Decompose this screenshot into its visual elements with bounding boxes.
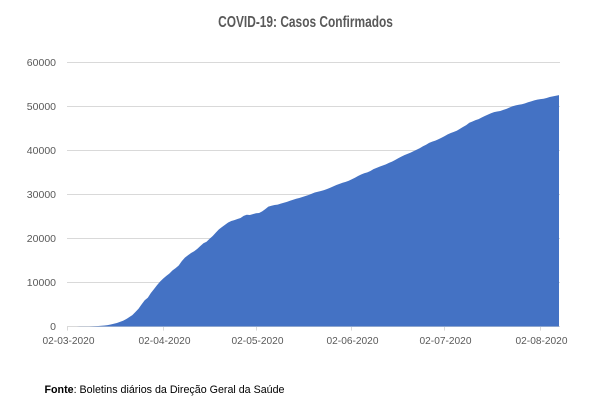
svg-text:30000: 30000: [27, 189, 56, 201]
svg-text:02-08-2020: 02-08-2020: [516, 335, 568, 347]
svg-text:60000: 60000: [27, 57, 56, 69]
svg-text:02-06-2020: 02-06-2020: [327, 335, 379, 347]
svg-text:40000: 40000: [27, 145, 56, 157]
svg-text:02-07-2020: 02-07-2020: [420, 335, 472, 347]
svg-text:02-03-2020: 02-03-2020: [43, 335, 95, 347]
svg-text:02-05-2020: 02-05-2020: [232, 335, 284, 347]
svg-text:0: 0: [50, 321, 56, 333]
svg-text:COVID-19: Casos Confirmados: COVID-19: Casos Confirmados: [218, 14, 393, 31]
svg-text:50000: 50000: [27, 101, 56, 113]
svg-text:10000: 10000: [27, 277, 56, 289]
svg-text:02-04-2020: 02-04-2020: [139, 335, 191, 347]
svg-text:20000: 20000: [27, 233, 56, 245]
